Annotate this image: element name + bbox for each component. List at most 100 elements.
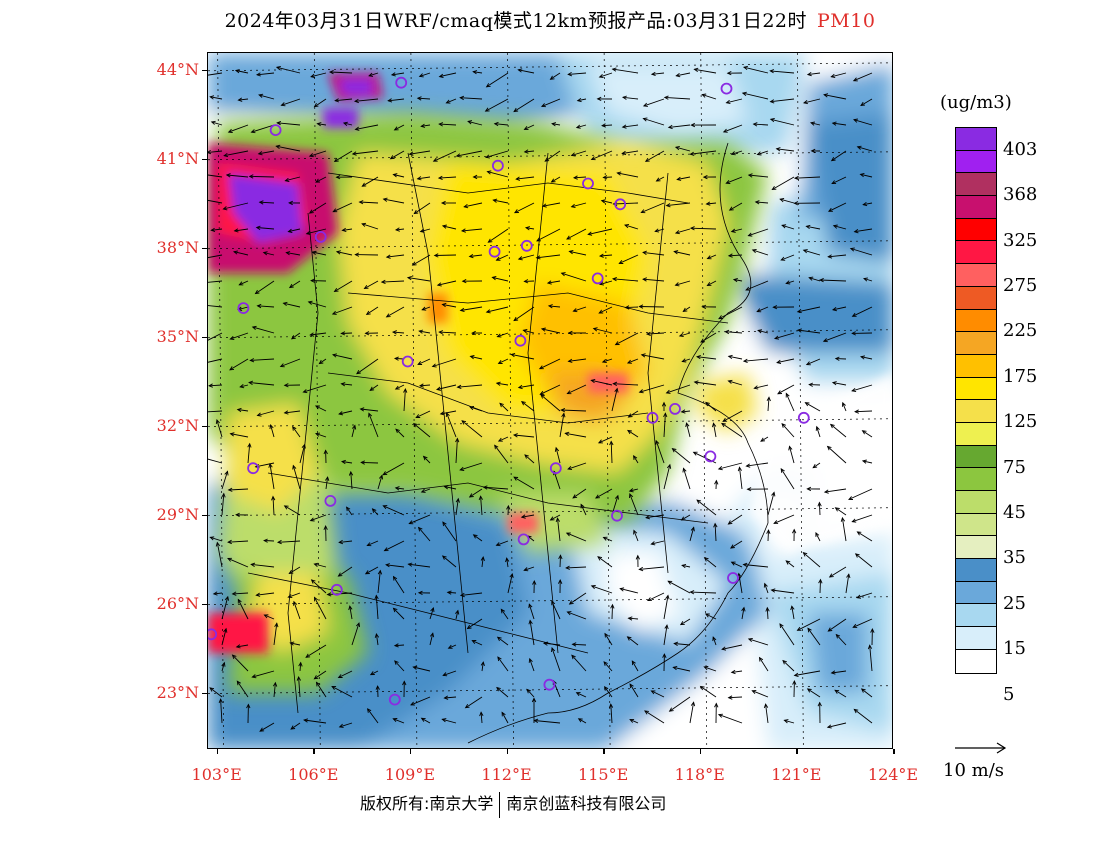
wind-arrow — [293, 601, 301, 620]
wind-arrowhead — [366, 708, 372, 713]
wind-arrow — [767, 492, 775, 516]
wind-arrowhead — [469, 406, 475, 411]
wind-arrow — [518, 254, 535, 260]
legend-swatch — [956, 377, 996, 401]
wind-arrowhead — [464, 703, 470, 709]
wind-arrow — [722, 644, 743, 650]
wind-arrow — [809, 277, 821, 282]
wind-arrow — [707, 254, 717, 260]
wind-arrow — [234, 228, 249, 232]
wind-arrowhead — [730, 669, 736, 675]
wind-arrowhead — [485, 309, 491, 314]
wind-arrowhead — [599, 281, 604, 286]
wind-arrowhead — [590, 378, 596, 384]
wind-arrowhead — [809, 121, 815, 126]
wind-arrow — [578, 718, 587, 724]
wind-arrow — [610, 441, 613, 464]
wind-arrow — [249, 175, 275, 178]
wind-arrow — [208, 254, 223, 259]
wind-arrowhead — [523, 149, 529, 154]
latitude-label: 35°N — [156, 326, 199, 346]
wind-arrow — [571, 654, 587, 672]
wind-arrowhead — [597, 439, 603, 444]
wind-arrow — [767, 397, 770, 412]
wind-arrowhead — [455, 437, 460, 443]
wind-arrowhead — [412, 665, 418, 670]
wind-arrowhead — [208, 383, 213, 388]
wind-arrowhead — [781, 423, 786, 428]
wind-arrow — [718, 306, 743, 320]
wind-arrow — [257, 410, 275, 416]
wind-arrow — [748, 174, 769, 178]
wind-arrowhead — [274, 622, 279, 628]
wind-arrow — [752, 690, 769, 698]
wind-arrow — [831, 72, 847, 78]
wind-arrowhead — [256, 412, 262, 417]
wind-arrow — [856, 592, 873, 599]
longitude-label: 109°E — [384, 765, 435, 784]
wind-arrowhead — [867, 644, 873, 650]
wind-arrow — [338, 410, 353, 415]
wind-arrowhead — [314, 405, 320, 410]
wind-arrow — [375, 595, 379, 620]
wind-arrowhead — [383, 547, 389, 552]
wind-arrowhead — [416, 176, 422, 181]
wind-arrowhead — [227, 539, 232, 545]
wind-arrowhead — [549, 75, 555, 80]
wind-arrow — [288, 592, 301, 598]
wind-arrow — [855, 553, 873, 568]
wind-arrowhead — [722, 128, 728, 133]
wind-arrowhead — [445, 99, 451, 104]
wind-arrowhead — [834, 356, 840, 361]
wind-arrow — [393, 718, 405, 724]
wind-arrow — [417, 97, 431, 100]
wind-arrow — [681, 410, 691, 413]
wind-arrowhead — [282, 301, 288, 307]
wind-arrowhead — [609, 440, 614, 446]
wind-arrow — [325, 477, 329, 490]
wind-arrowhead — [307, 300, 313, 305]
wind-arrow — [290, 642, 301, 646]
wind-arrowhead — [255, 72, 261, 77]
wind-arrowhead — [693, 67, 699, 72]
wind-arrow — [439, 72, 457, 78]
wind-arrowhead — [313, 102, 319, 108]
wind-arrow — [221, 493, 225, 516]
wind-arrow — [686, 422, 691, 438]
wind-arrowhead — [796, 626, 802, 631]
wind-arrowhead — [806, 72, 812, 77]
latitude-gridline — [208, 151, 892, 161]
wind-arrow — [429, 607, 434, 620]
wind-arrowhead — [395, 428, 400, 434]
wind-arrowhead — [790, 605, 795, 611]
wind-arrow — [362, 176, 379, 187]
wind-arrowhead — [827, 207, 833, 212]
wind-arrowhead — [284, 177, 290, 182]
copyright-company: 南京创蓝科技有限公司 — [506, 794, 667, 813]
wind-arrow — [599, 254, 613, 257]
wind-arrowhead — [696, 499, 702, 504]
wind-arrow — [540, 384, 561, 395]
wind-arrow — [240, 384, 249, 388]
wind-arrow — [764, 583, 769, 594]
wind-arrowhead — [835, 633, 841, 639]
wind-arrow — [333, 202, 353, 213]
wind-arrow — [559, 555, 561, 568]
latitude-label: 32°N — [156, 415, 199, 435]
wind-arrow — [208, 150, 223, 153]
wind-arrow — [812, 462, 821, 469]
wind-arrowhead — [760, 437, 766, 442]
wind-arrowhead — [403, 387, 408, 393]
wind-arrowhead — [727, 520, 733, 525]
station-marker — [591, 272, 604, 285]
wind-arrowhead — [353, 98, 359, 104]
wind-arrow — [319, 358, 327, 364]
wind-arrow — [604, 686, 613, 698]
wind-arrowhead — [497, 656, 502, 662]
wind-arrow — [395, 428, 405, 438]
wind-arrow — [211, 121, 223, 126]
wind-arrowhead — [331, 686, 337, 690]
wind-arrow — [754, 384, 769, 389]
wind-arrow — [377, 475, 383, 490]
wind-arrowhead — [392, 575, 398, 581]
